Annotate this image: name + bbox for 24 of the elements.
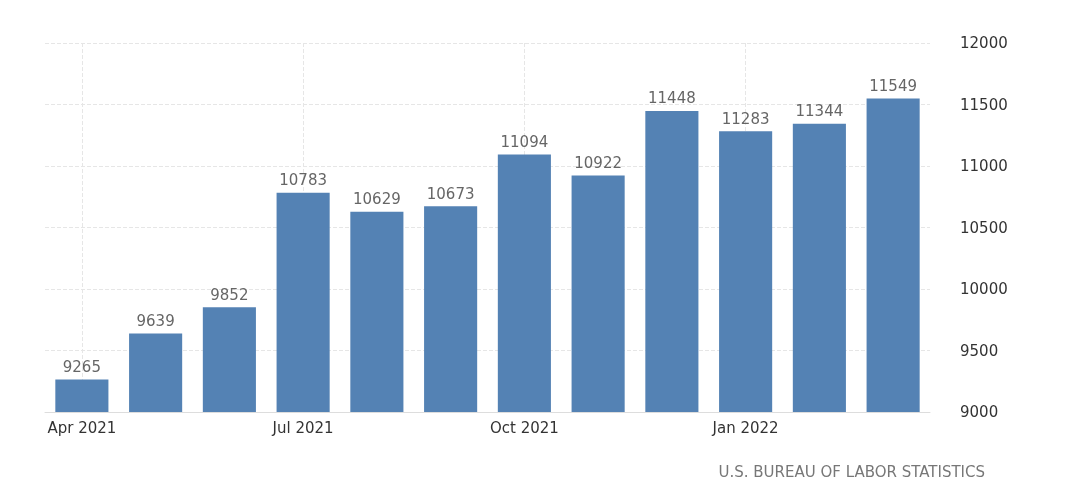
- y-tick-label: 10500: [960, 218, 1008, 237]
- data-label: 11549: [869, 76, 917, 95]
- y-tick-label: 9500: [960, 341, 999, 360]
- y-tick-label: 12000: [960, 34, 1008, 52]
- data-label: 9265: [62, 357, 101, 376]
- data-label: 10629: [353, 190, 401, 209]
- x-tick-label: Jan 2022: [711, 418, 779, 437]
- data-label: 10922: [574, 154, 622, 173]
- data-label: 10783: [279, 171, 327, 190]
- text: U.S. BUREAU OF LABOR STATISTICS: [718, 462, 986, 481]
- data-label: 11094: [500, 132, 549, 151]
- x-tick-label: Jul 2021: [271, 418, 334, 437]
- data-label: 9852: [210, 285, 249, 304]
- y-tick-label: 11000: [960, 157, 1008, 175]
- data-label: 9639: [136, 311, 175, 330]
- data-label: 11283: [721, 109, 770, 128]
- y-tick-label: 10000: [960, 280, 1008, 298]
- y-tick-label: 11500: [960, 95, 1008, 114]
- data-label: 11344: [795, 102, 844, 121]
- data-label: 11448: [648, 89, 696, 108]
- data-label: 10673: [426, 184, 475, 203]
- x-tick-label: Apr 2021: [47, 418, 117, 437]
- y-tick-label: 9000: [960, 403, 999, 421]
- x-tick-label: Oct 2021: [489, 418, 559, 437]
